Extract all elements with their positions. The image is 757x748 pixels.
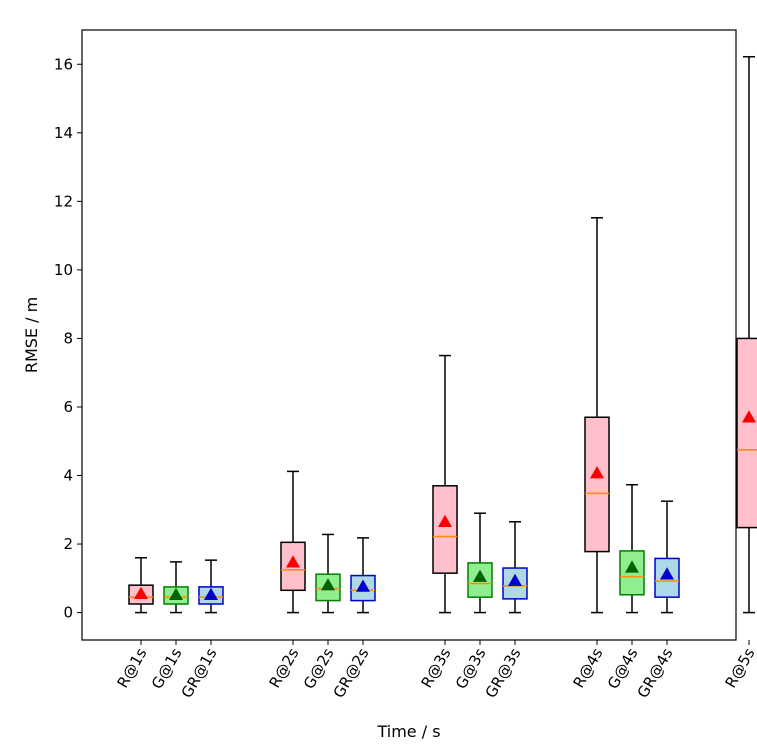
box-group-R-at-5s [736, 55, 757, 614]
mean-marker [356, 579, 370, 592]
y-tick-label: 8 [63, 329, 73, 347]
mean-marker [321, 578, 335, 591]
box-group-GR-at-3s [502, 521, 528, 614]
iqr-box [736, 337, 757, 529]
iqr-box [432, 485, 458, 574]
box-group-G-at-3s [467, 512, 493, 614]
mean-marker [169, 587, 183, 601]
box-group-G-at-2s [315, 533, 341, 614]
box-group-G-at-1s [163, 561, 189, 614]
mean-marker [286, 555, 300, 568]
box-group-G-at-4s [619, 484, 645, 614]
mean-marker [438, 514, 452, 528]
plot-area [128, 55, 757, 614]
y-tick-label: 14 [54, 124, 73, 142]
mean-marker [508, 573, 522, 586]
x-axis-label: Time / s [376, 722, 440, 741]
mean-marker [660, 567, 674, 580]
iqr-box [584, 416, 610, 553]
y-tick-label: 10 [54, 261, 73, 279]
mean-marker [473, 569, 487, 582]
mean-marker [625, 560, 639, 573]
mean-marker [742, 410, 756, 423]
y-tick-label: 12 [54, 192, 73, 210]
box-group-GR-at-4s [654, 500, 680, 614]
box-group-R-at-2s [280, 470, 306, 614]
plot-frame [81, 29, 737, 641]
box-group-R-at-1s [128, 557, 154, 614]
y-tick-label: 6 [63, 398, 73, 416]
box-group-GR-at-2s [350, 537, 376, 614]
iqr-box [619, 550, 645, 596]
mean-marker [590, 466, 604, 479]
mean-marker [204, 587, 218, 601]
y-axis-label: RMSE / m [22, 297, 41, 373]
y-tick-label: 2 [63, 535, 73, 553]
y-tick-label: 16 [54, 55, 73, 73]
box-group-R-at-4s [584, 217, 610, 614]
y-tick-label: 4 [63, 467, 73, 485]
y-tick-label: 0 [63, 604, 73, 622]
box-group-R-at-3s [432, 354, 458, 614]
box-group-GR-at-1s [198, 559, 224, 614]
mean-marker [134, 586, 148, 599]
